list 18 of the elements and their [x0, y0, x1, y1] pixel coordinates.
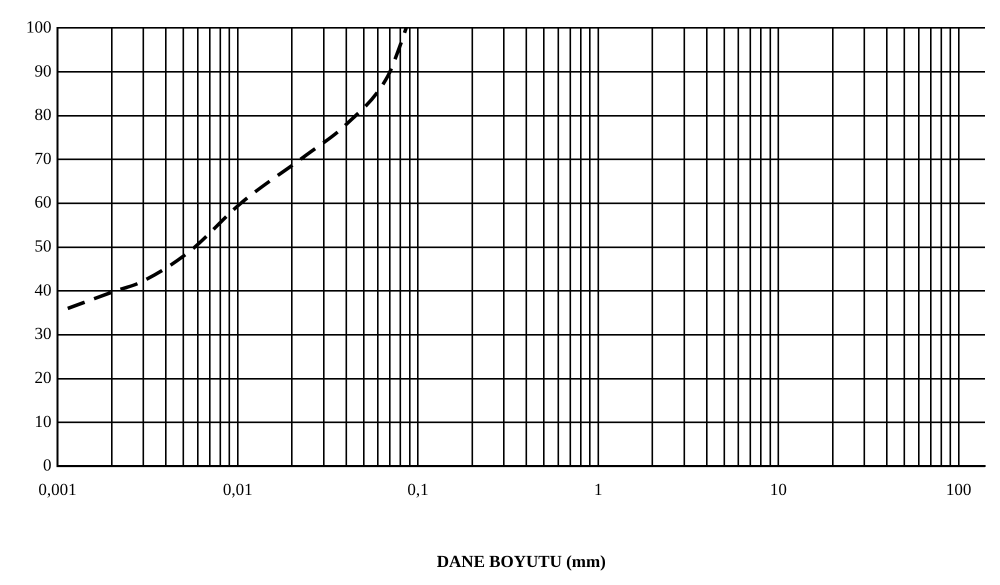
y-tick-label: 50	[34, 236, 52, 256]
x-tick-label: 0,01	[222, 480, 253, 499]
x-tick-label: 0,1	[407, 480, 429, 499]
y-tick-label: 30	[34, 324, 52, 344]
y-tick-label: 80	[34, 105, 52, 124]
y-tick-label: 60	[34, 192, 52, 212]
x-tick-label: 0,001	[38, 480, 77, 499]
x-tick-label: 100	[946, 480, 972, 499]
y-tick-label: 70	[34, 148, 52, 168]
x-axis-title: DANE BOYUTU (mm)	[436, 552, 606, 572]
x-tick-label: 1	[594, 480, 602, 499]
y-tick-label: 90	[34, 61, 52, 80]
x-tick-label: 10	[770, 480, 787, 499]
y-tick-label: 20	[34, 368, 52, 388]
y-tick-label: 10	[34, 412, 52, 431]
y-tick-label: 40	[34, 280, 52, 300]
y-tick-label: 0	[43, 456, 52, 475]
y-tick-label: 100	[26, 17, 52, 36]
